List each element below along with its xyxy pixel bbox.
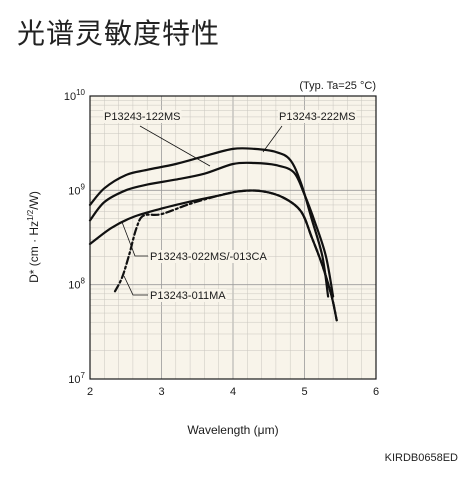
x-tick-label: 3 xyxy=(158,386,164,398)
series-label: P13243-011MA xyxy=(150,290,226,302)
y-tick-label: 1010 xyxy=(64,88,86,103)
x-tick-label: 4 xyxy=(230,386,236,398)
y-axis-label-suffix: /W) xyxy=(27,191,41,210)
label-background xyxy=(103,110,182,123)
label-background xyxy=(149,250,268,263)
series-lines xyxy=(88,147,338,322)
label-leader-line xyxy=(139,125,211,167)
x-tick-label: 5 xyxy=(301,386,307,398)
y-tick-base: 10 xyxy=(68,185,80,197)
series-label: P13243-122MS xyxy=(104,111,180,123)
y-tick-base: 10 xyxy=(68,280,80,292)
y-tick-exponent: 8 xyxy=(81,277,86,286)
y-axis-label: D* (cm · Hz1/2/W) xyxy=(26,191,41,283)
series-label: P13243-022MS/-013CA xyxy=(150,251,267,263)
y-axis-label-prefix: D* (cm · Hz xyxy=(27,221,41,283)
series-line-p13243-011ma xyxy=(113,189,338,322)
y-axis-label-sup: 1/2 xyxy=(26,209,35,221)
page-title: 光谱灵敏度特性 xyxy=(17,17,221,50)
series-label: P13243-222MS xyxy=(279,111,355,123)
label-background xyxy=(149,289,227,302)
y-tick-base: 10 xyxy=(64,91,76,103)
y-tick-label: 109 xyxy=(68,182,85,197)
label-leader-line xyxy=(262,125,283,153)
document-code: KIRDB0658ED xyxy=(384,452,458,464)
plot-frame xyxy=(89,95,377,380)
series-line-p13243-122ms xyxy=(88,161,335,298)
y-tick-exponent: 7 xyxy=(81,371,86,380)
label-background xyxy=(278,110,357,123)
label-leader-line xyxy=(123,275,148,296)
y-tick-exponent: 9 xyxy=(81,182,86,191)
series-line-p13243-222ms xyxy=(88,147,330,298)
x-axis-label: Wavelength (μm) xyxy=(187,423,278,437)
y-tick-exponent: 10 xyxy=(76,88,85,97)
label-leader-line xyxy=(121,221,148,257)
series-annotations: P13243-122MS P13243-222MS P13243-022MS/-01… xyxy=(103,110,357,302)
y-tick-label: 108 xyxy=(68,277,85,292)
x-tick-label: 6 xyxy=(373,386,379,398)
y-tick-label: 107 xyxy=(68,371,85,386)
x-axis-ticks: 2 3 4 5 6 xyxy=(87,386,379,398)
x-tick-label: 2 xyxy=(87,386,93,398)
chart-note: (Typ. Ta=25 °C) xyxy=(299,80,376,92)
grid-lines xyxy=(89,96,377,379)
y-tick-base: 10 xyxy=(68,374,80,386)
